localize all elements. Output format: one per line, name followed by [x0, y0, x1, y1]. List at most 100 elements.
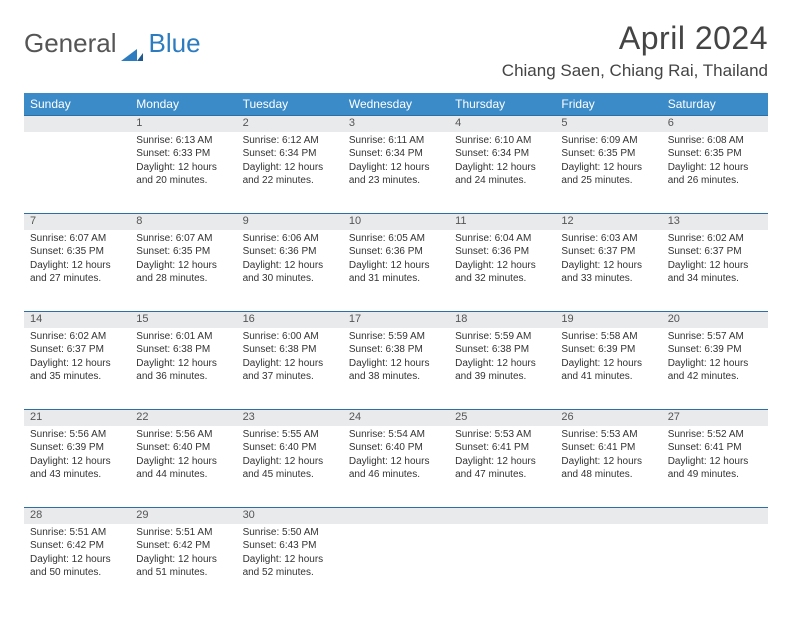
- day-data-cell: Sunrise: 6:07 AMSunset: 6:35 PMDaylight:…: [130, 230, 236, 312]
- day-data-cell: Sunrise: 5:52 AMSunset: 6:41 PMDaylight:…: [662, 426, 768, 508]
- sunrise-text: Sunrise: 5:56 AM: [136, 428, 230, 442]
- daylight-text: Daylight: 12 hours and 23 minutes.: [349, 161, 443, 188]
- daylight-text: Daylight: 12 hours and 37 minutes.: [243, 357, 337, 384]
- sunset-text: Sunset: 6:39 PM: [30, 441, 124, 455]
- sunset-text: Sunset: 6:41 PM: [455, 441, 549, 455]
- sunset-text: Sunset: 6:36 PM: [349, 245, 443, 259]
- day-data-cell: [24, 132, 130, 214]
- weekday-header: Friday: [555, 93, 661, 116]
- day-data-cell: Sunrise: 6:08 AMSunset: 6:35 PMDaylight:…: [662, 132, 768, 214]
- day-number-cell: 18: [449, 312, 555, 328]
- day-data-cell: Sunrise: 6:00 AMSunset: 6:38 PMDaylight:…: [237, 328, 343, 410]
- daylight-text: Daylight: 12 hours and 24 minutes.: [455, 161, 549, 188]
- daylight-text: Daylight: 12 hours and 28 minutes.: [136, 259, 230, 286]
- sunset-text: Sunset: 6:39 PM: [561, 343, 655, 357]
- daylight-text: Daylight: 12 hours and 46 minutes.: [349, 455, 443, 482]
- data-row: Sunrise: 6:07 AMSunset: 6:35 PMDaylight:…: [24, 230, 768, 312]
- sunrise-text: Sunrise: 6:09 AM: [561, 134, 655, 148]
- daylight-text: Daylight: 12 hours and 34 minutes.: [668, 259, 762, 286]
- sunrise-text: Sunrise: 6:07 AM: [136, 232, 230, 246]
- day-data-cell: Sunrise: 6:02 AMSunset: 6:37 PMDaylight:…: [24, 328, 130, 410]
- sunrise-text: Sunrise: 6:00 AM: [243, 330, 337, 344]
- day-data-cell: [449, 524, 555, 606]
- sunrise-text: Sunrise: 5:50 AM: [243, 526, 337, 540]
- title-block: April 2024 Chiang Saen, Chiang Rai, Thai…: [502, 20, 768, 81]
- sunrise-text: Sunrise: 5:52 AM: [668, 428, 762, 442]
- sunset-text: Sunset: 6:38 PM: [455, 343, 549, 357]
- day-data-cell: Sunrise: 6:01 AMSunset: 6:38 PMDaylight:…: [130, 328, 236, 410]
- sunrise-text: Sunrise: 5:59 AM: [349, 330, 443, 344]
- sunset-text: Sunset: 6:37 PM: [668, 245, 762, 259]
- data-row: Sunrise: 5:51 AMSunset: 6:42 PMDaylight:…: [24, 524, 768, 606]
- day-data-cell: Sunrise: 6:13 AMSunset: 6:33 PMDaylight:…: [130, 132, 236, 214]
- daylight-text: Daylight: 12 hours and 32 minutes.: [455, 259, 549, 286]
- day-number-cell: 25: [449, 410, 555, 426]
- day-number-cell: [555, 508, 661, 524]
- sunset-text: Sunset: 6:37 PM: [561, 245, 655, 259]
- sunset-text: Sunset: 6:40 PM: [243, 441, 337, 455]
- day-data-cell: Sunrise: 6:09 AMSunset: 6:35 PMDaylight:…: [555, 132, 661, 214]
- sunrise-text: Sunrise: 6:06 AM: [243, 232, 337, 246]
- day-number-cell: 5: [555, 116, 661, 132]
- logo-text-1: General: [24, 28, 117, 59]
- day-data-cell: Sunrise: 6:11 AMSunset: 6:34 PMDaylight:…: [343, 132, 449, 214]
- day-number-cell: [662, 508, 768, 524]
- daylight-text: Daylight: 12 hours and 33 minutes.: [561, 259, 655, 286]
- day-data-cell: Sunrise: 5:53 AMSunset: 6:41 PMDaylight:…: [449, 426, 555, 508]
- sunrise-text: Sunrise: 6:13 AM: [136, 134, 230, 148]
- sunset-text: Sunset: 6:33 PM: [136, 147, 230, 161]
- day-number-cell: [343, 508, 449, 524]
- day-data-cell: Sunrise: 5:51 AMSunset: 6:42 PMDaylight:…: [130, 524, 236, 606]
- day-number-cell: 16: [237, 312, 343, 328]
- day-number-cell: 29: [130, 508, 236, 524]
- weekday-header: Thursday: [449, 93, 555, 116]
- day-data-cell: Sunrise: 5:57 AMSunset: 6:39 PMDaylight:…: [662, 328, 768, 410]
- daylight-text: Daylight: 12 hours and 35 minutes.: [30, 357, 124, 384]
- day-number-cell: 21: [24, 410, 130, 426]
- calendar-table: Sunday Monday Tuesday Wednesday Thursday…: [24, 93, 768, 606]
- daylight-text: Daylight: 12 hours and 52 minutes.: [243, 553, 337, 580]
- day-data-cell: Sunrise: 5:50 AMSunset: 6:43 PMDaylight:…: [237, 524, 343, 606]
- day-number-cell: 17: [343, 312, 449, 328]
- data-row: Sunrise: 6:02 AMSunset: 6:37 PMDaylight:…: [24, 328, 768, 410]
- sunset-text: Sunset: 6:34 PM: [349, 147, 443, 161]
- day-data-cell: Sunrise: 6:04 AMSunset: 6:36 PMDaylight:…: [449, 230, 555, 312]
- daynum-row: 123456: [24, 116, 768, 132]
- sunrise-text: Sunrise: 5:51 AM: [30, 526, 124, 540]
- daylight-text: Daylight: 12 hours and 50 minutes.: [30, 553, 124, 580]
- weekday-header: Monday: [130, 93, 236, 116]
- sunrise-text: Sunrise: 5:56 AM: [30, 428, 124, 442]
- sunset-text: Sunset: 6:35 PM: [30, 245, 124, 259]
- calendar-head: Sunday Monday Tuesday Wednesday Thursday…: [24, 93, 768, 116]
- day-number-cell: 14: [24, 312, 130, 328]
- daylight-text: Daylight: 12 hours and 22 minutes.: [243, 161, 337, 188]
- sunrise-text: Sunrise: 5:58 AM: [561, 330, 655, 344]
- sunrise-text: Sunrise: 6:01 AM: [136, 330, 230, 344]
- daylight-text: Daylight: 12 hours and 27 minutes.: [30, 259, 124, 286]
- daylight-text: Daylight: 12 hours and 26 minutes.: [668, 161, 762, 188]
- sunrise-text: Sunrise: 6:07 AM: [30, 232, 124, 246]
- daylight-text: Daylight: 12 hours and 47 minutes.: [455, 455, 549, 482]
- day-number-cell: 3: [343, 116, 449, 132]
- sunrise-text: Sunrise: 6:04 AM: [455, 232, 549, 246]
- day-data-cell: [662, 524, 768, 606]
- sunset-text: Sunset: 6:41 PM: [668, 441, 762, 455]
- daynum-row: 14151617181920: [24, 312, 768, 328]
- day-number-cell: 6: [662, 116, 768, 132]
- day-data-cell: Sunrise: 6:06 AMSunset: 6:36 PMDaylight:…: [237, 230, 343, 312]
- logo: GeneralBlue: [24, 20, 201, 59]
- daylight-text: Daylight: 12 hours and 42 minutes.: [668, 357, 762, 384]
- day-number-cell: 27: [662, 410, 768, 426]
- sunrise-text: Sunrise: 5:53 AM: [455, 428, 549, 442]
- sunset-text: Sunset: 6:37 PM: [30, 343, 124, 357]
- sunrise-text: Sunrise: 5:55 AM: [243, 428, 337, 442]
- logo-triangle-icon: [121, 37, 143, 51]
- sunset-text: Sunset: 6:42 PM: [30, 539, 124, 553]
- day-data-cell: Sunrise: 5:51 AMSunset: 6:42 PMDaylight:…: [24, 524, 130, 606]
- day-data-cell: [343, 524, 449, 606]
- day-data-cell: Sunrise: 6:02 AMSunset: 6:37 PMDaylight:…: [662, 230, 768, 312]
- day-data-cell: [555, 524, 661, 606]
- daylight-text: Daylight: 12 hours and 30 minutes.: [243, 259, 337, 286]
- sunset-text: Sunset: 6:35 PM: [668, 147, 762, 161]
- sunset-text: Sunset: 6:38 PM: [243, 343, 337, 357]
